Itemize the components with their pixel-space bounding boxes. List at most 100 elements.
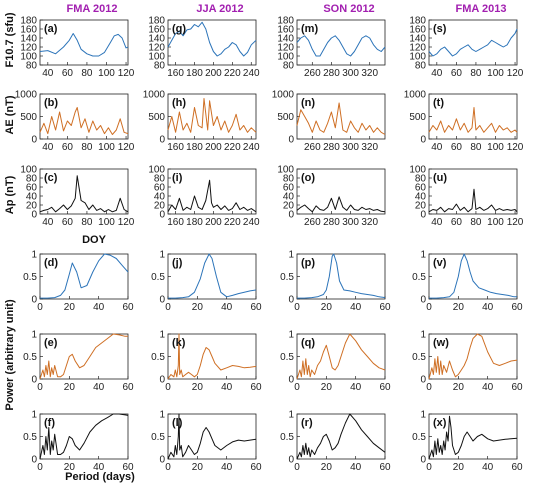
panel-frame xyxy=(39,19,129,66)
panel-letter-r: (r) xyxy=(301,417,313,429)
x-tick-label: 60 xyxy=(511,462,523,473)
x-tick-label: 160 xyxy=(167,217,184,228)
x-tick-label: 40 xyxy=(431,142,443,153)
y-tick-label: 0.5 xyxy=(151,352,165,363)
x-tick-label: 120 xyxy=(507,68,524,79)
x-tick-label: 240 xyxy=(243,68,260,79)
x-tick-label: 220 xyxy=(224,68,241,79)
panel-letter-w: (w) xyxy=(433,337,449,349)
y-tick-label: 80 xyxy=(283,61,295,72)
x-tick-label: 180 xyxy=(186,142,203,153)
x-tick-label: 40 xyxy=(482,462,494,473)
y-tick-label: 180 xyxy=(20,16,37,27)
series-line-u xyxy=(428,188,518,213)
series-line-q xyxy=(296,333,386,380)
x-tick-label: 60 xyxy=(122,382,134,393)
y-tick-label: 0.5 xyxy=(151,272,165,283)
x-tick-label: 60 xyxy=(250,382,262,393)
y-tick-label: 0 xyxy=(288,455,294,466)
ae-row-label: AE (nT) xyxy=(4,95,16,134)
x-tick-label: 80 xyxy=(81,217,93,228)
y-tick-label: 0 xyxy=(420,295,426,306)
panel-frame xyxy=(428,19,518,66)
series-line-e xyxy=(39,333,128,380)
y-tick-label: 1 xyxy=(420,330,426,341)
y-tick-label: 120 xyxy=(148,43,165,54)
y-tick-label: 0.5 xyxy=(412,432,426,443)
y-tick-label: 1 xyxy=(288,410,294,421)
x-tick-label: 160 xyxy=(167,68,184,79)
x-tick-label: 20 xyxy=(453,382,465,393)
x-tick-label: 60 xyxy=(511,382,523,393)
x-tick-label: 0 xyxy=(165,382,171,393)
x-tick-label: 20 xyxy=(192,302,204,313)
y-tick-label: 0 xyxy=(288,135,294,146)
x-tick-label: 40 xyxy=(93,302,105,313)
y-tick-label: 500 xyxy=(148,112,165,123)
y-tick-label: 0.5 xyxy=(23,352,37,363)
series-line-c xyxy=(39,175,129,213)
x-tick-label: 40 xyxy=(42,68,54,79)
panel-letter-n: (n) xyxy=(301,97,315,109)
x-tick-label: 0 xyxy=(426,462,432,473)
series-line-o xyxy=(296,196,386,213)
x-tick-label: 80 xyxy=(470,68,482,79)
x-tick-label: 240 xyxy=(243,142,260,153)
x-tick-label: 80 xyxy=(81,142,93,153)
f107-row-label: F10.7 (sfu) xyxy=(4,12,16,67)
x-tick-label: 40 xyxy=(93,462,105,473)
y-tick-label: 60 xyxy=(415,183,427,194)
x-tick-label: 260 xyxy=(304,217,321,228)
y-tick-label: 0.5 xyxy=(412,272,426,283)
x-tick-label: 0 xyxy=(294,382,300,393)
x-tick-label: 40 xyxy=(93,382,105,393)
x-tick-label: 280 xyxy=(323,68,340,79)
ap-row-label: Ap (nT) xyxy=(4,175,16,214)
period-axis-label: Period (days) xyxy=(65,471,135,483)
series-line-s xyxy=(428,28,518,57)
series-line-p xyxy=(297,253,386,299)
panel-letter-q: (q) xyxy=(301,337,315,349)
x-tick-label: 60 xyxy=(451,142,463,153)
panel-x: 0 20 40 60 0 0.5 1 (x) xyxy=(412,410,523,474)
y-tick-label: 40 xyxy=(415,192,427,203)
y-tick-label: 1 xyxy=(420,250,426,261)
panel-h: 160 180 200 220 240 0 500 1000 (h) xyxy=(143,90,260,154)
panel-letter-l: (l) xyxy=(172,417,183,429)
panel-r: 0 20 40 60 0 0.5 1 (r) xyxy=(280,410,391,474)
y-tick-label: 0 xyxy=(159,135,165,146)
column-title-2: JJA 2012 xyxy=(196,3,243,15)
y-tick-label: 140 xyxy=(148,34,165,45)
y-tick-label: 0 xyxy=(31,455,37,466)
y-tick-label: 0.5 xyxy=(23,432,37,443)
series-line-t xyxy=(428,107,518,133)
x-tick-label: 260 xyxy=(304,142,321,153)
x-tick-label: 0 xyxy=(165,462,171,473)
panel-v: 0 20 40 60 0 0.5 1 (v) xyxy=(412,250,523,314)
y-tick-label: 80 xyxy=(415,174,427,185)
y-tick-label: 180 xyxy=(409,16,426,27)
y-tick-label: 0 xyxy=(159,210,165,221)
y-tick-label: 500 xyxy=(409,112,426,123)
panel-letter-g: (g) xyxy=(172,23,186,35)
x-tick-label: 200 xyxy=(205,68,222,79)
y-tick-label: 0 xyxy=(159,375,165,386)
x-tick-label: 200 xyxy=(205,217,222,228)
y-tick-label: 40 xyxy=(154,192,166,203)
y-tick-label: 80 xyxy=(26,61,38,72)
x-tick-label: 0 xyxy=(37,302,43,313)
y-tick-label: 100 xyxy=(409,165,426,176)
x-tick-label: 60 xyxy=(250,302,262,313)
panel-l: 0 20 40 60 0 0.5 1 (l) xyxy=(151,410,262,474)
y-tick-label: 0 xyxy=(31,375,37,386)
panel-frame xyxy=(167,19,257,66)
x-tick-label: 300 xyxy=(342,68,359,79)
panel-letter-x: (x) xyxy=(433,417,447,429)
y-tick-label: 1 xyxy=(31,250,37,261)
y-tick-label: 1000 xyxy=(15,90,38,101)
x-tick-label: 0 xyxy=(294,462,300,473)
panel-letter-p: (p) xyxy=(301,257,315,269)
y-tick-label: 100 xyxy=(20,52,37,63)
x-tick-label: 60 xyxy=(62,68,74,79)
